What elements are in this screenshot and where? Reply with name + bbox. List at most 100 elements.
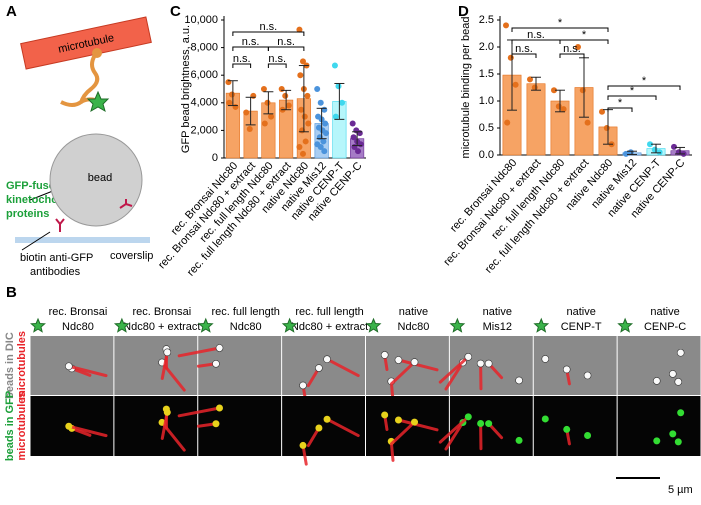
data-point <box>303 138 309 144</box>
data-point <box>355 148 361 154</box>
bead <box>381 351 388 358</box>
y-tick-label: 1.5 <box>479 68 494 80</box>
data-point <box>250 93 256 99</box>
data-point <box>350 121 356 127</box>
bead <box>669 370 676 377</box>
y-tick-label: 0.0 <box>479 149 494 161</box>
bead <box>563 426 570 433</box>
y-tick-label: 2.5 <box>479 14 494 26</box>
bead <box>65 423 72 430</box>
bead <box>477 360 484 367</box>
column-header: rec. full length <box>295 306 363 318</box>
y-tick-label: 1.0 <box>479 95 494 107</box>
gfp-star-icon <box>367 319 380 332</box>
column-header: CENP-C <box>644 321 686 333</box>
bead <box>300 382 307 389</box>
data-point <box>286 103 292 109</box>
bar <box>527 84 545 155</box>
significance-label: * <box>618 97 623 109</box>
dic-image <box>618 336 701 395</box>
data-point <box>321 148 327 154</box>
bead <box>324 416 331 423</box>
bead <box>485 360 492 367</box>
data-point <box>233 104 239 110</box>
significance-label: n.s. <box>563 43 581 55</box>
gfp-image <box>534 396 617 456</box>
bead <box>395 357 402 364</box>
significance-label: n.s. <box>527 29 545 41</box>
data-point <box>323 130 329 136</box>
bead <box>542 355 549 362</box>
image-background <box>282 396 365 456</box>
bead <box>411 419 418 426</box>
bead <box>381 411 388 418</box>
bead-label: bead <box>88 172 112 184</box>
bead <box>675 378 682 385</box>
y-tick-label: 4,000 <box>190 97 218 109</box>
dic-image <box>114 336 197 395</box>
data-point <box>357 130 363 136</box>
bead <box>315 425 322 432</box>
bead <box>653 377 660 384</box>
data-point <box>333 114 339 120</box>
data-point <box>503 22 509 28</box>
data-point <box>358 141 364 147</box>
data-point <box>225 79 231 85</box>
y-tick-label: 0 <box>212 152 218 164</box>
significance-label: * <box>630 85 635 97</box>
data-point <box>282 93 288 99</box>
data-point <box>504 120 510 126</box>
data-point <box>657 149 663 155</box>
data-point <box>297 72 303 78</box>
ndc80-head <box>92 48 102 58</box>
gfp-image <box>440 396 533 456</box>
image-background <box>534 336 617 395</box>
bead <box>477 420 484 427</box>
bead <box>516 437 523 444</box>
column-header: Ndc80 + extract <box>291 321 368 333</box>
bead <box>216 405 223 412</box>
data-point <box>604 125 610 131</box>
bead <box>395 417 402 424</box>
kinetochore-label: proteins <box>6 208 49 220</box>
y-tick-label: 0.5 <box>479 122 494 134</box>
scale-bar-label: 5 µm <box>668 484 693 496</box>
bead <box>465 413 472 420</box>
bead <box>677 409 684 416</box>
significance-label: n.s. <box>268 53 286 65</box>
column-header: native <box>483 306 512 318</box>
column-header: rec. Bronsai <box>49 306 108 318</box>
bead <box>216 345 223 352</box>
bead <box>485 420 492 427</box>
coverslip-label: coverslip <box>110 250 153 262</box>
data-point <box>298 107 304 113</box>
dic-image <box>440 336 533 395</box>
gfp-image <box>282 396 365 464</box>
column-header: rec. full length <box>211 306 279 318</box>
column-header: Mis12 <box>483 321 512 333</box>
x-tick-label: rec. Bronsai Ndc80 + extract <box>441 157 543 268</box>
gfp-star-icon <box>619 319 632 332</box>
column-header: Ndc80 + extract <box>123 321 200 333</box>
column-header: Ndc80 <box>398 321 430 333</box>
significance-label: n.s. <box>233 53 251 65</box>
y-axis-label: GFP bead brightness, a.u. <box>180 25 192 153</box>
gfp-image <box>618 396 701 456</box>
column-header: rec. Bronsai <box>132 306 191 318</box>
y-tick-label: 6,000 <box>190 69 218 81</box>
image-background <box>366 336 449 395</box>
bead <box>653 437 660 444</box>
data-point <box>247 126 253 132</box>
bead <box>563 366 570 373</box>
diagram: microtubule GFP-fused kinetochore protei… <box>6 17 153 278</box>
gfp-star-icon <box>451 319 464 332</box>
data-point <box>229 92 235 98</box>
data-point <box>532 85 538 91</box>
data-point <box>305 121 311 127</box>
gfp-star-icon <box>31 319 44 332</box>
bead <box>212 420 219 427</box>
y-tick-label: 10,000 <box>184 14 218 26</box>
image-background <box>618 336 701 395</box>
bead <box>411 359 418 366</box>
